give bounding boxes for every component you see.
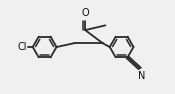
Text: N: N <box>138 71 145 81</box>
Text: O: O <box>81 8 89 18</box>
Text: Cl: Cl <box>18 42 27 52</box>
